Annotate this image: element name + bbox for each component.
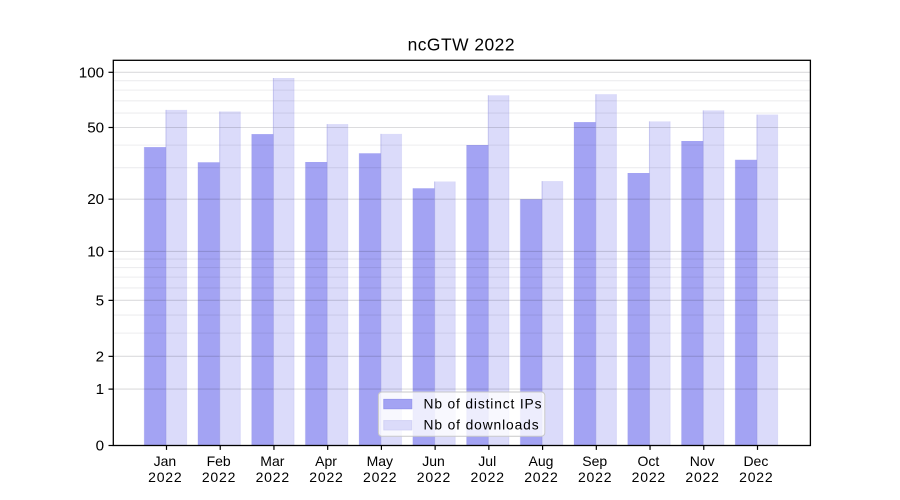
- svg-text:2022: 2022: [309, 469, 343, 485]
- svg-text:Jun: Jun: [422, 453, 445, 469]
- svg-text:Apr: Apr: [315, 453, 337, 469]
- svg-text:Nb of downloads: Nb of downloads: [424, 418, 540, 433]
- svg-text:May: May: [367, 453, 393, 469]
- svg-text:2022: 2022: [470, 469, 504, 485]
- svg-text:2022: 2022: [202, 469, 236, 485]
- svg-text:50: 50: [87, 119, 104, 136]
- svg-text:0: 0: [96, 438, 104, 455]
- svg-text:2022: 2022: [685, 469, 719, 485]
- svg-text:Aug: Aug: [529, 453, 554, 469]
- svg-text:2022: 2022: [578, 469, 612, 485]
- svg-text:10: 10: [87, 243, 104, 260]
- svg-text:2022: 2022: [363, 469, 397, 485]
- svg-text:2022: 2022: [524, 469, 558, 485]
- svg-text:20: 20: [87, 191, 104, 208]
- svg-text:2022: 2022: [739, 469, 773, 485]
- svg-text:Sep: Sep: [582, 453, 607, 469]
- svg-text:2: 2: [96, 348, 104, 365]
- svg-text:Feb: Feb: [207, 453, 231, 469]
- svg-text:Jan: Jan: [154, 453, 177, 469]
- svg-text:2022: 2022: [256, 469, 290, 485]
- svg-text:Nov: Nov: [690, 453, 715, 469]
- svg-text:2022: 2022: [632, 469, 666, 485]
- svg-text:Dec: Dec: [743, 453, 768, 469]
- svg-text:ncGTW 2022: ncGTW 2022: [408, 34, 515, 54]
- svg-text:Nb of distinct IPs: Nb of distinct IPs: [424, 397, 543, 412]
- svg-text:5: 5: [96, 292, 104, 309]
- svg-text:Mar: Mar: [260, 453, 284, 469]
- svg-text:Jul: Jul: [478, 453, 496, 469]
- svg-text:2022: 2022: [417, 469, 451, 485]
- svg-text:1: 1: [96, 381, 104, 398]
- svg-text:100: 100: [79, 64, 104, 81]
- svg-text:2022: 2022: [148, 469, 182, 485]
- svg-text:Oct: Oct: [638, 453, 660, 469]
